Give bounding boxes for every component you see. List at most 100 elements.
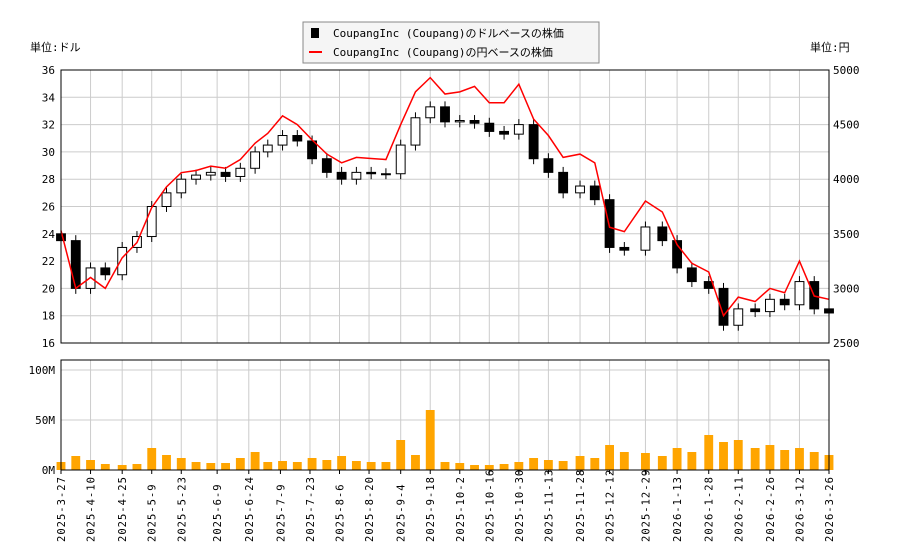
- volume-bar: [250, 452, 260, 470]
- volume-bar: [719, 442, 728, 470]
- candle-body: [336, 171, 347, 180]
- volume-bar: [191, 462, 201, 470]
- volume-bar: [750, 448, 760, 470]
- volume-bar: [558, 461, 568, 470]
- yen-price-line: [60, 76, 830, 318]
- x-tick-label: 2026-2-26: [765, 476, 777, 542]
- y-left-tick-label: 24: [42, 228, 56, 241]
- grid: [60, 69, 830, 471]
- volume-bar: [440, 462, 450, 470]
- volume-bar: [543, 460, 553, 470]
- candle-body: [277, 135, 288, 146]
- candle-body: [604, 199, 615, 248]
- legend-usd-marker: [311, 28, 319, 38]
- x-tick-label: 2025-10-30: [514, 469, 526, 542]
- volume-bar: [206, 463, 216, 470]
- volume-bar: [307, 458, 317, 470]
- volume-bar: [162, 455, 171, 470]
- candle-body: [589, 185, 600, 201]
- volume-bar: [687, 452, 697, 470]
- y-volume-tick-label: 100M: [29, 364, 56, 377]
- volume-bar: [117, 465, 127, 470]
- y-left-tick-label: 22: [42, 255, 55, 268]
- candle-body: [292, 135, 303, 142]
- volume-bar: [100, 464, 110, 470]
- candle-body: [117, 246, 128, 276]
- volume-bar: [425, 410, 435, 470]
- candle-body: [686, 267, 697, 283]
- candle-body: [575, 185, 585, 194]
- x-tick-label: 2025-9-18: [425, 476, 437, 542]
- candle-body: [161, 192, 172, 208]
- x-tick-label: 2025-8-20: [364, 476, 376, 542]
- volume-bar: [337, 456, 347, 470]
- candles: [56, 101, 834, 331]
- candle-body: [425, 106, 436, 119]
- volume-bar: [765, 445, 775, 470]
- y-left-tick-label: 28: [42, 173, 55, 186]
- x-tick-label: 2025-6-9: [212, 483, 224, 542]
- volume-bar: [590, 458, 600, 470]
- y-volume-tick-label: 50M: [35, 414, 55, 427]
- x-tick-label: 2025-10-16: [484, 469, 496, 542]
- candle-body: [235, 167, 246, 177]
- volume-bar: [322, 460, 332, 470]
- x-tick-label: 2026-3-26: [824, 476, 836, 542]
- volume-bar: [396, 440, 406, 470]
- volume-bar: [672, 448, 682, 470]
- candle-body: [657, 226, 668, 242]
- x-tick-label: 2025-5-23: [176, 476, 188, 542]
- candle-body: [321, 158, 332, 173]
- y-right-tick-label: 4500: [833, 119, 860, 132]
- volume-bar: [86, 460, 95, 470]
- candle-body: [250, 151, 261, 169]
- volume-bar: [619, 452, 629, 470]
- legend: CoupangInc (Coupang)のドルベースの株価 CoupangInc…: [302, 21, 600, 64]
- candle-body: [499, 130, 510, 135]
- x-tick-label: 2025-4-10: [86, 476, 98, 542]
- volume-bar: [499, 464, 509, 470]
- volume-bar: [641, 453, 650, 470]
- volume-bar: [657, 456, 667, 470]
- x-tick-label: 2025-3-27: [56, 476, 68, 542]
- candle-body: [351, 171, 362, 180]
- left-unit-label: 単位:ドル: [30, 40, 81, 54]
- y-right-tick-label: 5000: [833, 64, 860, 77]
- y-left-tick-label: 30: [42, 146, 55, 159]
- y-left-tick-label: 32: [42, 119, 55, 132]
- candle-body: [380, 173, 391, 176]
- volume-bar: [484, 465, 494, 470]
- volume-bar: [351, 461, 361, 470]
- candle-body: [440, 106, 450, 123]
- y-left-tick-label: 34: [42, 91, 56, 104]
- y-right-tick-label: 2500: [833, 337, 860, 350]
- candle-body: [70, 240, 81, 289]
- candle-body: [733, 308, 744, 326]
- axes: 16 18 20 22 24 26 28 30 32 34 36 2500 3000 3500 4000 45…: [29, 64, 860, 542]
- y-left-tick-label: 36: [42, 64, 55, 77]
- x-tick-label: 2025-12-12: [605, 469, 617, 542]
- candle-body: [484, 122, 495, 132]
- candle-body: [307, 140, 318, 160]
- volume-bar: [278, 461, 287, 470]
- candle-body: [528, 124, 539, 160]
- x-tick-label: 2025-12-29: [640, 469, 652, 542]
- candle-body: [718, 287, 729, 326]
- candle-body: [262, 144, 273, 153]
- volume-bar: [514, 462, 524, 470]
- candle-body: [146, 206, 157, 238]
- candle-body: [176, 178, 187, 194]
- candle-body: [513, 124, 524, 135]
- x-tick-label: 2025-11-28: [575, 469, 587, 542]
- x-tick-label: 2025-10-2: [455, 476, 467, 542]
- candle-body: [395, 144, 406, 175]
- x-tick-label: 2025-9-4: [396, 483, 408, 542]
- y-left-tick-label: 18: [42, 310, 55, 323]
- volume-plot-frame: [60, 359, 830, 471]
- volume-bar: [529, 458, 539, 470]
- candle-body: [640, 226, 651, 251]
- x-tick-label: 2025-4-25: [117, 476, 129, 542]
- candle-body: [454, 120, 465, 123]
- volume-bar: [292, 462, 302, 470]
